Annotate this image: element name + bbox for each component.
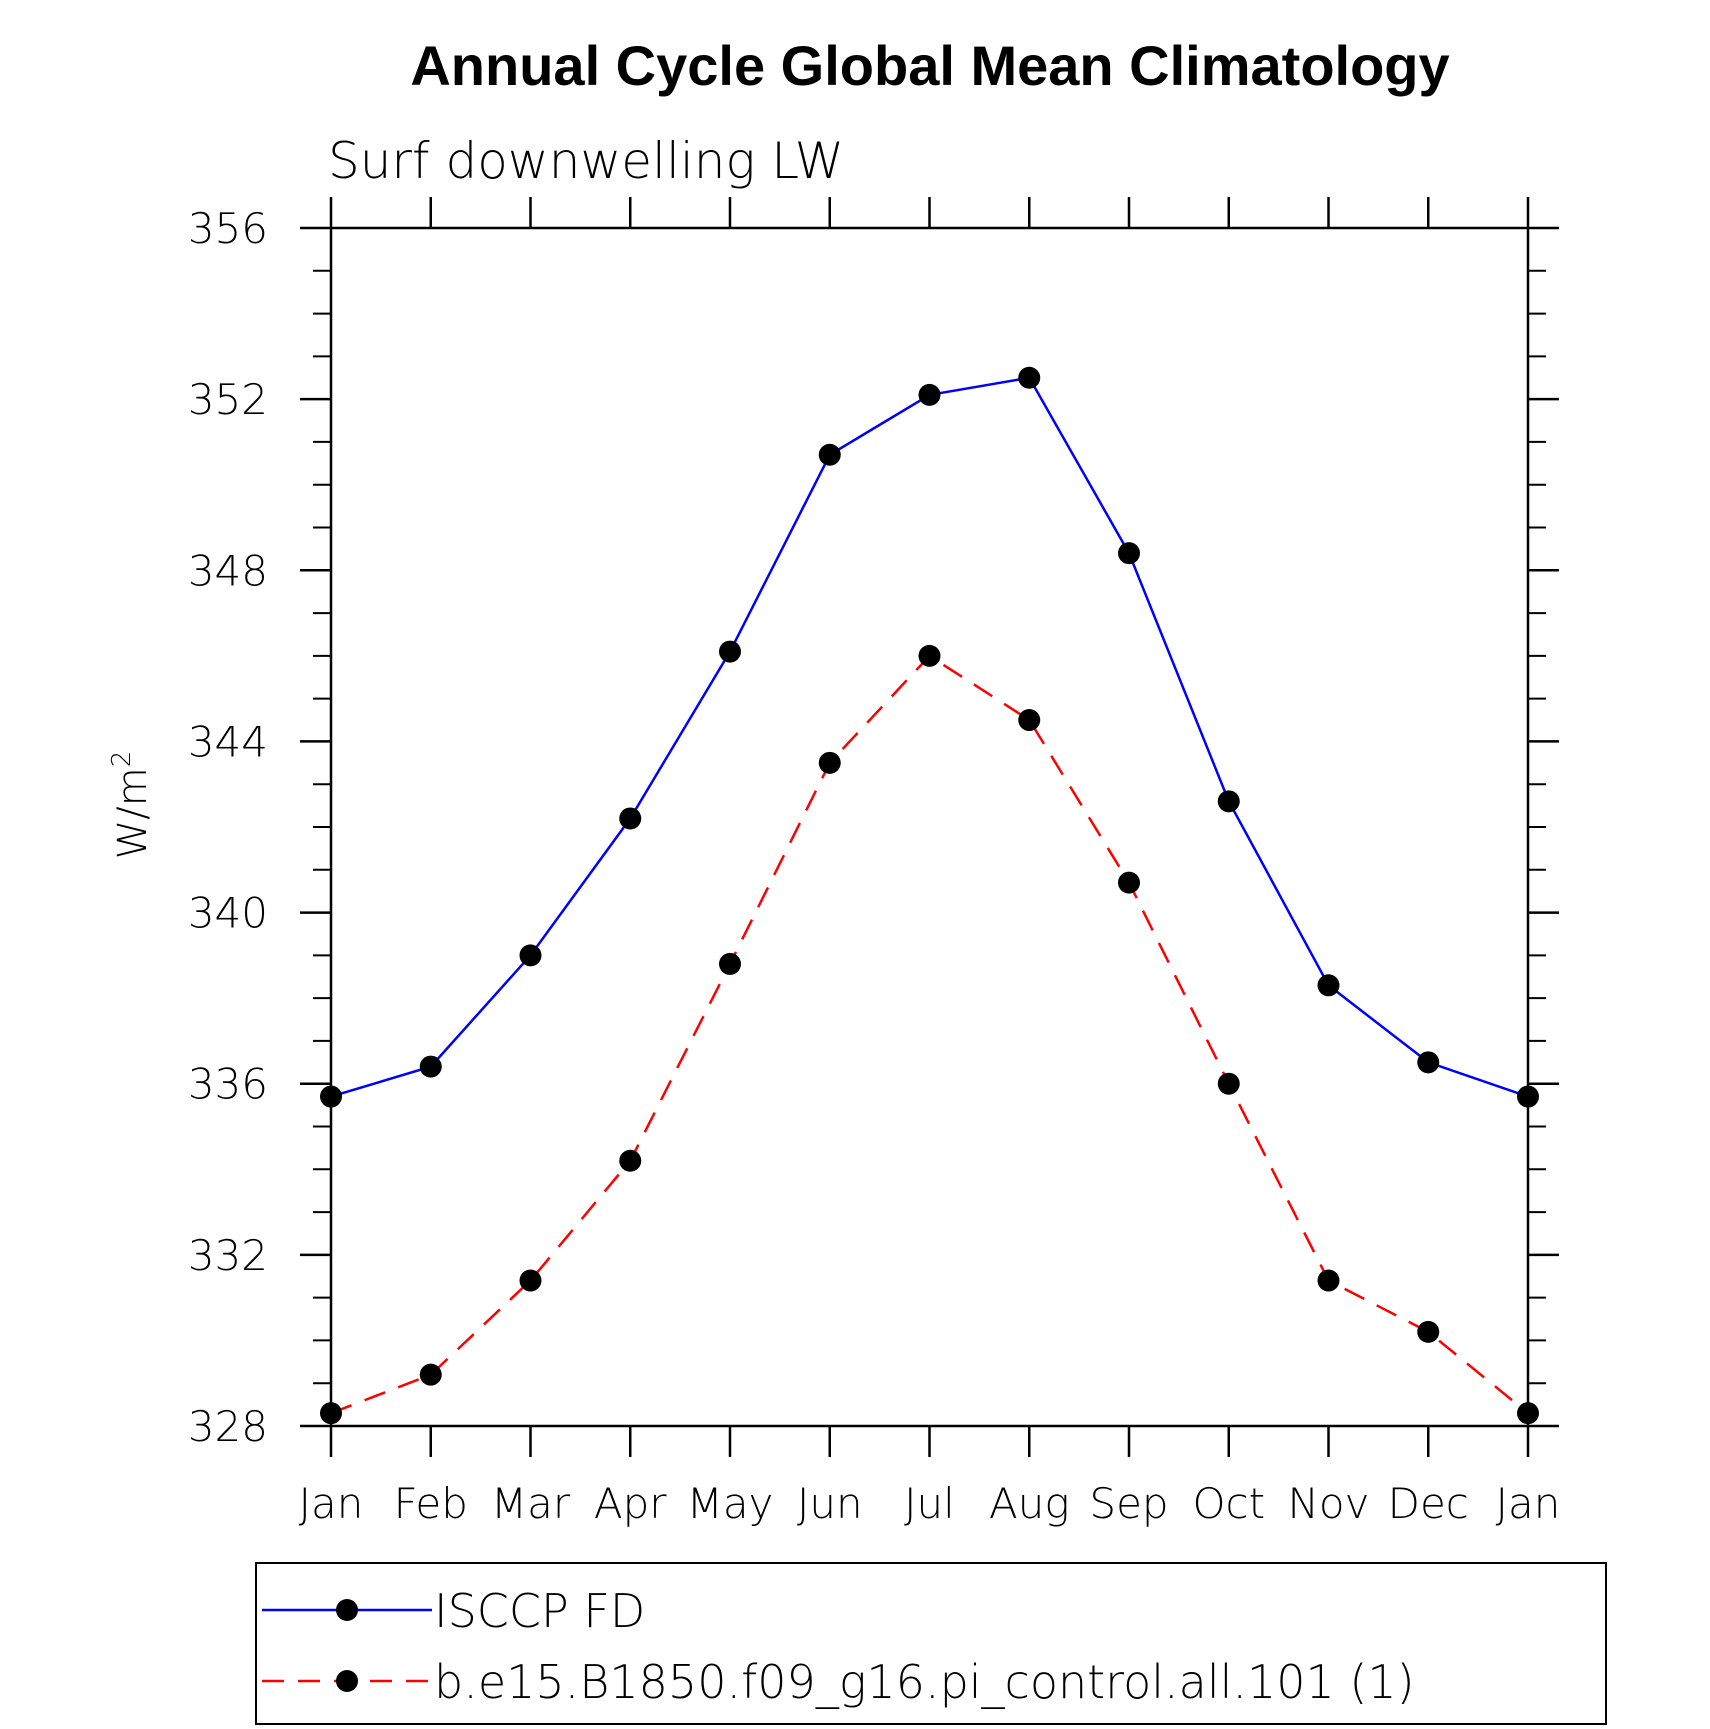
legend-marker-series-2 xyxy=(336,1670,358,1692)
data-point xyxy=(1517,1085,1539,1108)
y-tick-label: 348 xyxy=(188,546,268,595)
series-line-1 xyxy=(330,376,1529,1098)
x-tick-label: Jun xyxy=(797,1479,863,1528)
chart-title: Annual Cycle Global Mean Climatology xyxy=(410,34,1449,97)
data-point xyxy=(918,644,941,667)
x-tick-label: Dec xyxy=(1388,1479,1469,1528)
data-point xyxy=(1018,709,1041,732)
series-line-2 xyxy=(330,654,1529,1415)
y-axis-label: W/m2 xyxy=(107,751,156,860)
x-tick-label: Sep xyxy=(1089,1479,1168,1528)
data-point xyxy=(918,383,941,406)
data-point xyxy=(1217,790,1240,813)
data-point xyxy=(818,751,841,774)
y-tick-label: 356 xyxy=(188,204,268,253)
data-point xyxy=(719,640,741,663)
data-point xyxy=(320,1085,342,1108)
data-point xyxy=(1118,542,1140,565)
legend: ISCCP FD b.e15.B1850.f09_g16.pi_control.… xyxy=(255,1562,1607,1725)
x-tick-label: Feb xyxy=(394,1479,468,1528)
data-point xyxy=(1417,1051,1440,1074)
x-tick-label: Jan xyxy=(299,1479,364,1528)
chart-subtitle: Surf downwelling LW xyxy=(328,132,844,190)
y-tick-label: 336 xyxy=(188,1060,268,1109)
data-point xyxy=(619,807,642,830)
data-point xyxy=(1517,1402,1539,1425)
x-tick-label: Oct xyxy=(1192,1479,1265,1528)
data-point xyxy=(519,944,542,967)
data-point xyxy=(1317,1269,1340,1292)
data-point xyxy=(719,952,741,975)
legend-marker-series-1 xyxy=(336,1599,358,1621)
data-point xyxy=(519,1269,542,1292)
data-point xyxy=(320,1402,342,1425)
y-tick-labels: 328 332 336 340 344 348 352 356 xyxy=(188,204,268,1451)
data-point xyxy=(1018,366,1041,389)
x-tick-label: Jan xyxy=(1496,1479,1561,1528)
axes xyxy=(300,197,1559,1457)
y-tick-label: 332 xyxy=(188,1231,268,1280)
data-point xyxy=(419,1055,442,1078)
data-point xyxy=(419,1363,442,1386)
data-point xyxy=(1118,871,1140,894)
x-tick-label: Aug xyxy=(989,1479,1070,1528)
plot-frame xyxy=(329,226,1530,1428)
legend-label-series-1: ISCCP FD xyxy=(434,1584,645,1638)
y-axis-label-text: W/m xyxy=(110,767,156,859)
y-axis-label-superscript: 2 xyxy=(107,751,137,768)
legend-label-series-2: b.e15.B1850.f09_g16.pi_control.all.101 (… xyxy=(434,1655,1415,1709)
x-tick-labels: Jan Feb Mar Apr May Jun Jul Aug Sep Oct Nov Dec Jan xyxy=(299,1479,1561,1528)
x-tick-label: May xyxy=(687,1479,774,1528)
x-tick-label: Nov xyxy=(1288,1479,1370,1528)
y-tick-label: 340 xyxy=(188,889,268,938)
y-tick-label: 344 xyxy=(188,717,268,766)
data-point xyxy=(818,443,841,466)
y-tick-label: 352 xyxy=(188,375,268,424)
y-tick-label: 328 xyxy=(188,1402,268,1451)
data-point xyxy=(1217,1072,1240,1095)
series-markers xyxy=(320,366,1539,1425)
x-tick-label: Jul xyxy=(904,1479,955,1528)
legend-box xyxy=(255,1562,1607,1725)
x-tick-label: Apr xyxy=(594,1479,667,1528)
x-tick-label: Mar xyxy=(491,1479,571,1528)
data-point xyxy=(1317,974,1340,997)
svg-text:W/m2: W/m2 xyxy=(107,751,156,860)
data-point xyxy=(619,1149,642,1172)
series-lines xyxy=(330,376,1529,1415)
data-point xyxy=(1417,1320,1440,1343)
